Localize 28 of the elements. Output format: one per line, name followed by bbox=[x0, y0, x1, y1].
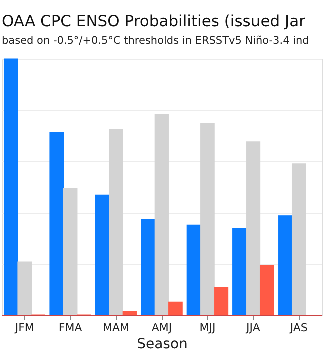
bar bbox=[18, 262, 32, 316]
bar bbox=[246, 142, 261, 316]
bar bbox=[232, 228, 247, 316]
chart-title: OAA CPC ENSO Probabilities (issued Jar bbox=[2, 12, 306, 31]
bar bbox=[154, 114, 170, 316]
x-tick-label: JJA bbox=[246, 322, 261, 334]
bar bbox=[4, 58, 18, 316]
bar bbox=[141, 218, 156, 316]
bar bbox=[95, 194, 110, 316]
bar bbox=[50, 132, 64, 316]
bar bbox=[168, 302, 183, 316]
bar bbox=[278, 216, 293, 316]
chart-subtitle: based on -0.5°/+0.5°C thresholds in ERSSTv5 Niño-3.4 ind bbox=[2, 35, 310, 48]
x-tick-label: JAS bbox=[289, 322, 308, 334]
bar bbox=[200, 123, 215, 316]
bar bbox=[186, 224, 202, 316]
bar bbox=[63, 188, 78, 316]
x-tick-label: FMA bbox=[58, 322, 83, 334]
bar bbox=[260, 265, 274, 316]
bar bbox=[292, 164, 306, 316]
x-axis-title: Season bbox=[137, 336, 188, 352]
x-tick-label: AMJ bbox=[152, 322, 172, 334]
bar bbox=[109, 129, 124, 316]
x-tick-label: MAM bbox=[103, 322, 130, 334]
x-tick-label: JFM bbox=[14, 322, 34, 334]
bar bbox=[214, 287, 229, 316]
x-tick-label: MJJ bbox=[200, 322, 216, 334]
bar bbox=[122, 311, 138, 316]
